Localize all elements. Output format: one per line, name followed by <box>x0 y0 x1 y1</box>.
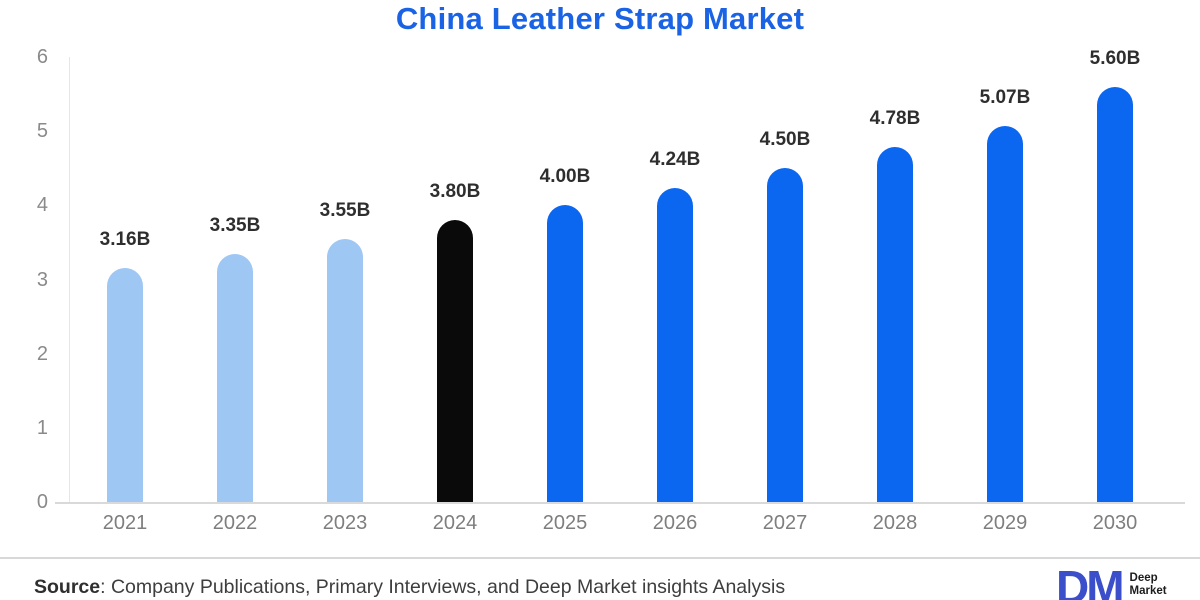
bar-2028 <box>877 147 913 502</box>
y-tick-3: 3 <box>36 268 48 291</box>
x-tick-2022: 2022 <box>212 512 258 534</box>
bar-2025 <box>547 205 583 502</box>
logo-name-line2: Market <box>1129 584 1167 597</box>
x-tick-2028: 2028 <box>872 512 918 534</box>
x-tick-2030: 2030 <box>1092 512 1138 534</box>
x-tick-2026: 2026 <box>652 512 698 534</box>
bar-value-label-2025: 4.00B <box>539 166 591 187</box>
deep-market-logo: DM Deep Market <box>1056 561 1167 600</box>
y-axis-line <box>69 57 70 503</box>
bar-2026 <box>657 188 693 502</box>
x-axis-line <box>55 502 1185 504</box>
bar-2024 <box>437 220 473 502</box>
bar-2021 <box>107 268 143 502</box>
x-tick-2027: 2027 <box>762 512 808 534</box>
logo-name: Deep Market <box>1130 567 1167 597</box>
source-text: : Company Publications, Primary Intervie… <box>100 576 786 598</box>
x-tick-2023: 2023 <box>322 512 368 534</box>
x-tick-2029: 2029 <box>982 512 1028 534</box>
y-tick-6: 6 <box>36 46 48 68</box>
source-note: Source: Company Publications, Primary In… <box>34 575 785 599</box>
y-tick-4: 4 <box>36 194 48 217</box>
logo-dm-monogram: DM <box>1056 561 1125 600</box>
x-tick-2025: 2025 <box>542 512 588 534</box>
bar-value-label-2026: 4.24B <box>649 149 701 170</box>
bar-value-label-2030: 5.60B <box>1089 48 1141 69</box>
y-tick-1: 1 <box>36 416 48 439</box>
logo-name-line1: Deep <box>1129 572 1158 584</box>
bar-value-label-2021: 3.16B <box>99 229 151 250</box>
y-tick-5: 5 <box>36 120 48 143</box>
x-tick-2024: 2024 <box>432 512 478 534</box>
bar-2027 <box>767 168 803 502</box>
footer-divider <box>0 557 1200 559</box>
chart-title: China Leather Strap Market <box>395 1 805 36</box>
bar-2022 <box>217 254 253 502</box>
y-tick-2: 2 <box>36 342 48 365</box>
bar-value-label-2024: 3.80B <box>429 181 481 202</box>
bar-value-label-2023: 3.55B <box>319 200 371 221</box>
bar-2023 <box>327 239 363 502</box>
bar-2030 <box>1097 87 1133 502</box>
y-tick-0: 0 <box>36 491 48 513</box>
bar-value-label-2027: 4.50B <box>759 129 811 150</box>
bar-value-label-2022: 3.35B <box>209 215 261 236</box>
source-label: Source <box>34 576 101 598</box>
bar-value-label-2029: 5.07B <box>979 87 1031 108</box>
bar-value-label-2028: 4.78B <box>869 108 921 129</box>
bar-2029 <box>987 126 1023 502</box>
x-tick-2021: 2021 <box>102 512 148 534</box>
